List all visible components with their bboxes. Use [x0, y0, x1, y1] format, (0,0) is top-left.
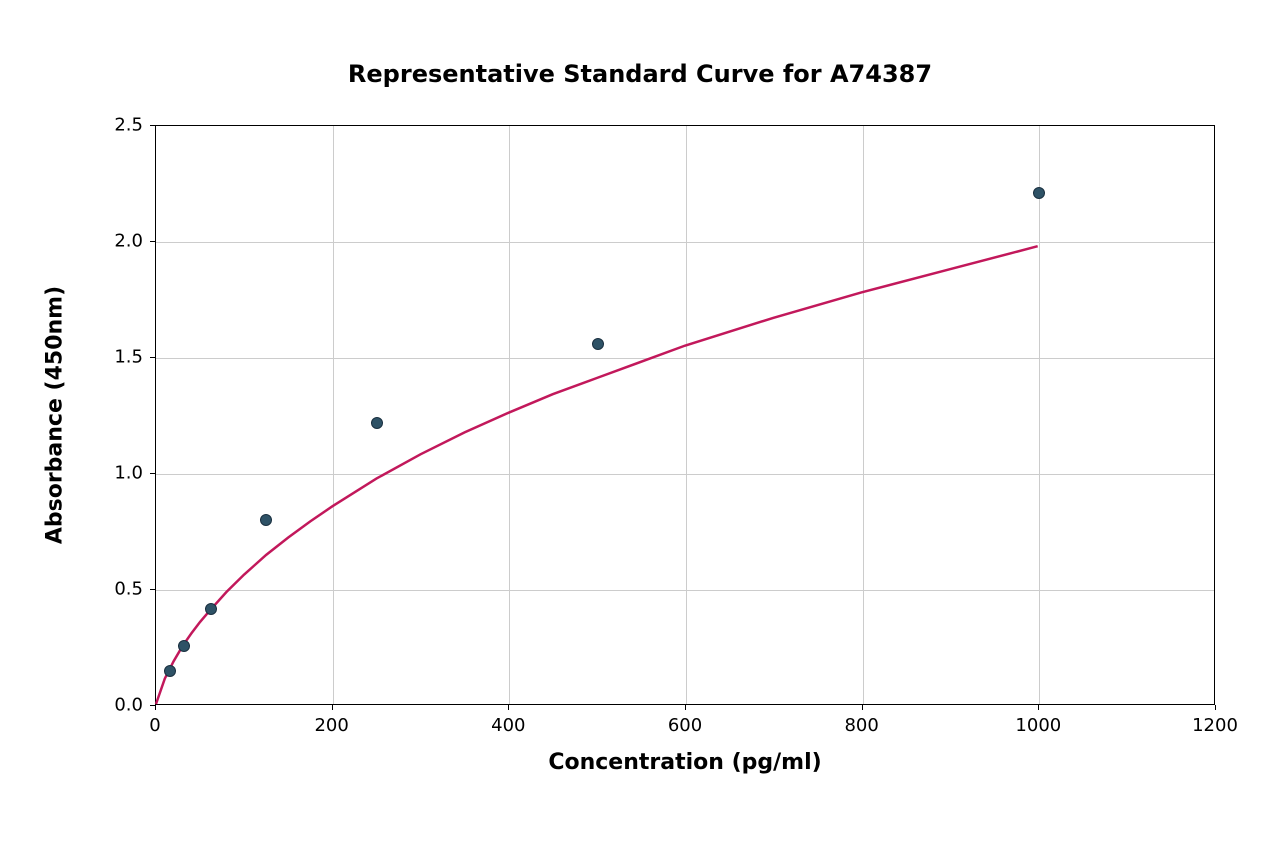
- curve-path: [156, 246, 1038, 704]
- y-axis-label: Absorbance (450nm): [43, 286, 68, 544]
- data-point: [592, 338, 604, 350]
- x-tick-label: 1000: [1015, 715, 1061, 736]
- x-tick: [862, 705, 863, 710]
- y-tick-label: 2.0: [114, 231, 143, 252]
- data-point: [1033, 187, 1045, 199]
- x-tick-label: 0: [149, 715, 160, 736]
- data-point: [164, 665, 176, 677]
- x-tick-label: 400: [491, 715, 525, 736]
- x-tick: [508, 705, 509, 710]
- data-point: [205, 603, 217, 615]
- x-tick-label: 800: [844, 715, 878, 736]
- y-tick: [150, 705, 155, 706]
- x-axis-label: Concentration (pg/ml): [548, 750, 821, 775]
- y-tick: [150, 589, 155, 590]
- y-tick: [150, 241, 155, 242]
- y-tick-label: 2.5: [114, 115, 143, 136]
- chart-container: Representative Standard Curve for A74387…: [0, 0, 1280, 845]
- data-point: [178, 640, 190, 652]
- x-tick: [155, 705, 156, 710]
- chart-title: Representative Standard Curve for A74387: [0, 60, 1280, 88]
- y-tick-label: 0.0: [114, 695, 143, 716]
- x-tick-label: 1200: [1192, 715, 1238, 736]
- y-tick: [150, 473, 155, 474]
- y-tick: [150, 357, 155, 358]
- y-tick: [150, 125, 155, 126]
- y-tick-label: 1.0: [114, 463, 143, 484]
- x-tick-label: 200: [314, 715, 348, 736]
- data-point: [260, 514, 272, 526]
- data-point: [371, 417, 383, 429]
- x-tick: [332, 705, 333, 710]
- x-tick: [1215, 705, 1216, 710]
- y-tick-label: 1.5: [114, 347, 143, 368]
- x-tick-label: 600: [668, 715, 702, 736]
- fitted-curve: [156, 126, 1214, 704]
- y-tick-label: 0.5: [114, 579, 143, 600]
- x-tick: [1038, 705, 1039, 710]
- x-tick: [685, 705, 686, 710]
- plot-area: [155, 125, 1215, 705]
